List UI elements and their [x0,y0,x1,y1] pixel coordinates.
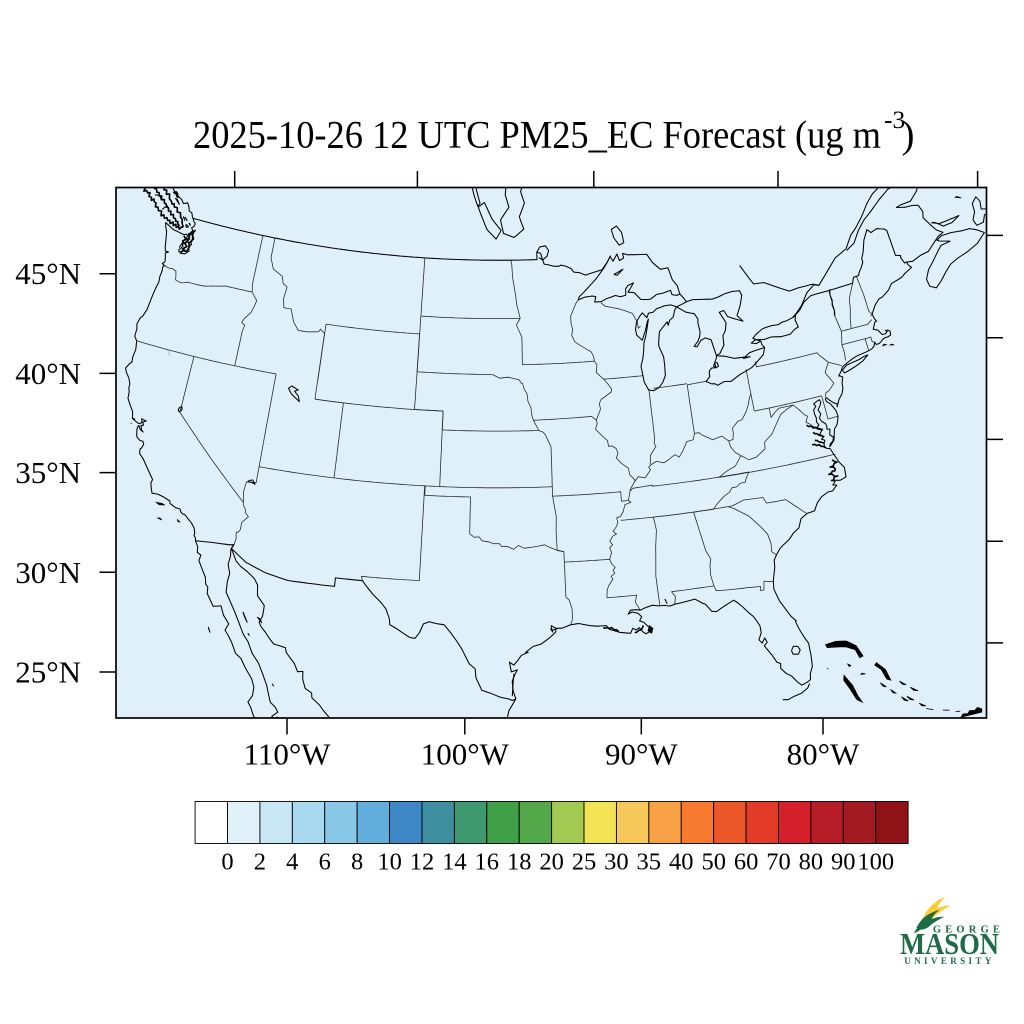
svg-text:0: 0 [221,849,233,876]
svg-text:70: 70 [766,849,791,876]
svg-text:80: 80 [799,849,824,876]
svg-text:2: 2 [254,849,266,876]
svg-text:100: 100 [857,849,894,876]
svg-text:8: 8 [351,849,363,876]
svg-text:80°W: 80°W [787,737,860,772]
svg-text:35°N: 35°N [15,455,81,490]
svg-text:18: 18 [507,849,532,876]
svg-text:90: 90 [831,849,856,876]
svg-text:12: 12 [410,849,435,876]
svg-text:6: 6 [319,849,331,876]
svg-text:60: 60 [734,849,759,876]
svg-text:-3: -3 [884,105,905,134]
svg-text:2025-10-26 12 UTC PM25_EC Fore: 2025-10-26 12 UTC PM25_EC Forecast (ug m [193,114,881,157]
svg-text:4: 4 [286,849,298,876]
svg-text:UNIVERSITY: UNIVERSITY [904,956,995,966]
svg-text:14: 14 [442,849,467,876]
svg-text:): ) [902,114,915,157]
svg-text:110°W: 110°W [243,737,331,772]
svg-text:25: 25 [572,849,597,876]
svg-text:30°N: 30°N [15,555,81,590]
svg-text:MASON: MASON [900,926,999,961]
svg-text:40: 40 [669,849,694,876]
svg-text:90°W: 90°W [605,737,678,772]
svg-text:35: 35 [637,849,662,876]
svg-text:GEORGE: GEORGE [933,925,1004,936]
svg-text:20: 20 [539,849,564,876]
svg-text:45°N: 45°N [15,256,81,291]
svg-text:10: 10 [377,849,402,876]
svg-text:50: 50 [701,849,726,876]
svg-text:30: 30 [604,849,629,876]
svg-text:16: 16 [475,849,500,876]
svg-text:25°N: 25°N [15,655,81,690]
svg-text:100°W: 100°W [421,737,510,772]
svg-text:40°N: 40°N [15,356,81,391]
